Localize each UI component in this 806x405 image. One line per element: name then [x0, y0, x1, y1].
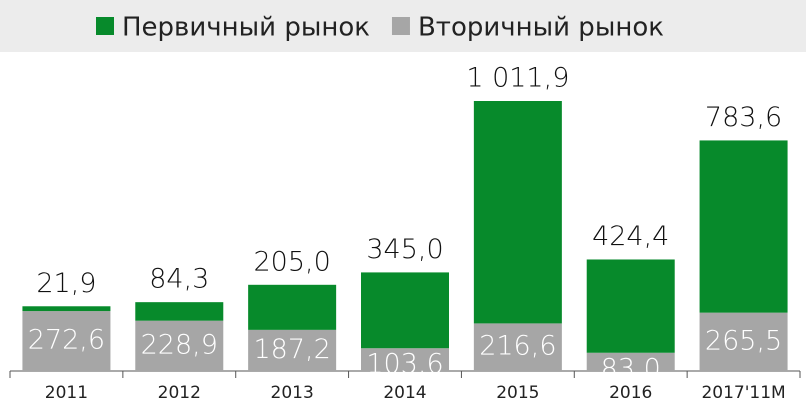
x-tick-label: 2015 [496, 383, 539, 403]
bar-segment [248, 329, 337, 371]
bar-segment [248, 284, 337, 330]
bar-segment [699, 140, 788, 313]
bar-segment [22, 306, 111, 312]
value-label: 187,2 [253, 334, 330, 365]
x-tick-label: 2016 [609, 383, 652, 403]
value-label: 84,3 [149, 264, 209, 295]
legend-swatch [391, 17, 410, 35]
bar-segment [135, 320, 224, 371]
value-label: 103,6 [366, 349, 443, 380]
value-label: 1 011,9 [466, 63, 569, 94]
x-tick-label: 2013 [271, 383, 314, 403]
bar-segment [473, 323, 562, 371]
bar-segment [135, 302, 224, 321]
legend-label: Вторичный рынок [418, 13, 664, 43]
x-tick-label: 2017'11M [701, 383, 785, 403]
value-label: 272,6 [28, 325, 105, 356]
value-label: 205,0 [253, 246, 330, 277]
value-label: 21,9 [36, 268, 96, 299]
x-tick-label: 2011 [45, 383, 88, 403]
legend-label: Первичный рынок [122, 13, 370, 43]
value-label: 228,9 [141, 329, 218, 360]
bar-segment [361, 272, 449, 349]
bar-segment [22, 311, 111, 371]
x-tick-label: 2012 [158, 383, 201, 403]
value-label: 216,6 [479, 331, 556, 362]
value-label: 83,0 [601, 353, 661, 384]
value-label: 783,6 [705, 102, 782, 133]
bar-segment [586, 259, 675, 353]
bar-segment [586, 352, 675, 371]
value-label: 265,5 [705, 325, 782, 356]
bar-segment [699, 312, 788, 371]
bar-segment [361, 348, 449, 371]
value-label: 345,0 [366, 234, 443, 265]
x-tick-label: 2014 [383, 383, 426, 403]
value-label: 424,4 [592, 221, 669, 252]
bar-segment [473, 101, 562, 324]
legend-swatch [96, 17, 114, 35]
